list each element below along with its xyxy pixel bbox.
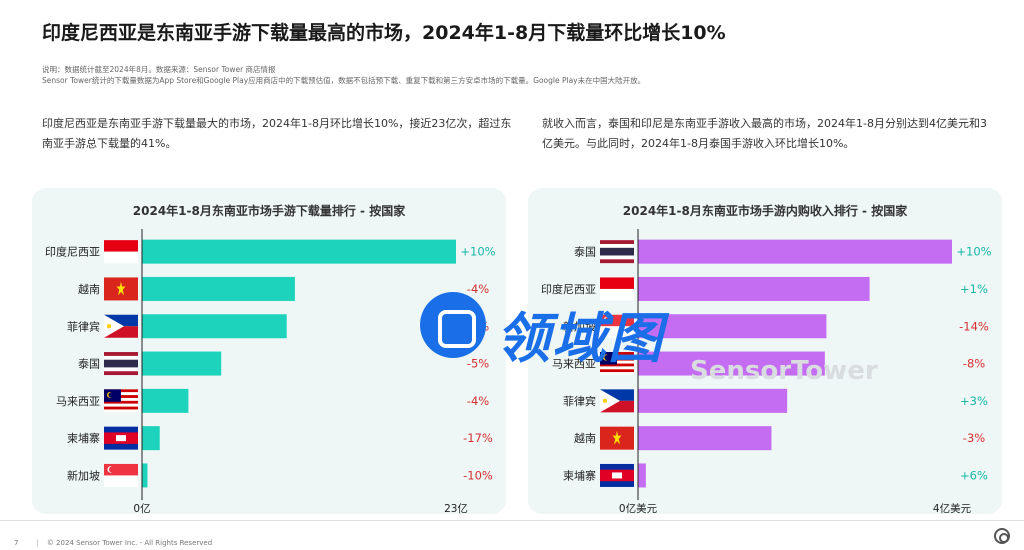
- footer-divider: [0, 520, 1024, 521]
- revenue-chart-panel: 2024年1-8月东南亚市场手游内购收入排行 - 按国家 泰国 +10% 印度尼西亚…: [528, 188, 1002, 514]
- revenue-category-label: 印度尼西亚: [541, 282, 596, 296]
- revenue-category-label: 泰国: [574, 245, 596, 259]
- summary-downloads: 印度尼西亚是东南亚手游下载量最大的市场，2024年1-8月环比增长10%，接近2…: [42, 117, 512, 150]
- vietnam-flag: [104, 277, 138, 301]
- revenue-bar: [638, 463, 646, 488]
- revenue-change-label: -8%: [963, 357, 985, 371]
- notes-line-1: 说明：数据统计截至2024年8月。数据来源：Sensor Tower 商店情报: [42, 65, 276, 74]
- footer: 7 | © 2024 Sensor Tower Inc. - All Rights …: [14, 539, 213, 547]
- notes-line-2: Sensor Tower统计的下载量数据为App Store和Google Pl…: [42, 76, 646, 85]
- page-title: 印度尼西亚是东南亚手游下载量最高的市场，2024年1-8月下载量环比增长10%: [42, 22, 726, 44]
- malaysia-flag: [600, 352, 634, 376]
- page-number: 7: [14, 539, 19, 547]
- downloads-change-label: -4%: [467, 394, 489, 408]
- downloads-category-label: 泰国: [78, 357, 100, 371]
- malaysia-flag: [104, 389, 138, 413]
- philippines-flag: [600, 389, 634, 413]
- copyright: © 2024 Sensor Tower Inc. - All Rights Re…: [46, 539, 213, 547]
- revenue-change-label: +6%: [960, 468, 988, 482]
- downloads-bar: [142, 351, 222, 376]
- downloads-bar: [142, 239, 456, 264]
- summary-revenue: 就收入而言，泰国和印尼是东南亚手游收入最高的市场，2024年1-8月分别达到4亿…: [542, 117, 987, 150]
- revenue-change-label: +10%: [956, 245, 991, 259]
- cambodia-flag: [104, 426, 138, 450]
- indonesia-flag: [104, 240, 138, 264]
- downloads-category-label: 越南: [78, 282, 100, 296]
- revenue-change-label: -3%: [963, 431, 985, 445]
- revenue-category-label: 菲律宾: [563, 394, 596, 408]
- revenue-bar: [638, 276, 870, 301]
- philippines-flag: [104, 314, 138, 338]
- revenue-bar: [638, 426, 772, 451]
- thailand-flag: [600, 240, 634, 264]
- revenue-change-label: +1%: [960, 282, 988, 296]
- downloads-bar: [142, 426, 160, 451]
- revenue-category-label: 柬埔寨: [563, 468, 596, 482]
- revenue-change-label: +3%: [960, 394, 988, 408]
- downloads-change-label: +10%: [460, 245, 495, 259]
- notes: 说明：数据统计截至2024年8月。数据来源：Sensor Tower 商店情报 …: [42, 64, 645, 86]
- downloads-bar: [142, 388, 189, 413]
- revenue-bar: [638, 388, 788, 413]
- indonesia-flag: [600, 277, 634, 301]
- revenue-chart-title: 2024年1-8月东南亚市场手游内购收入排行 - 按国家: [622, 204, 908, 218]
- thailand-flag: [104, 352, 138, 376]
- revenue-bar: [638, 239, 952, 264]
- downloads-axis-min-label: 0亿: [133, 502, 150, 514]
- downloads-change-label: -5%: [467, 357, 489, 371]
- revenue-axis-max-label: 4亿美元: [933, 502, 972, 514]
- vietnam-flag: [600, 426, 634, 450]
- watermark-logo-icon: [420, 292, 486, 358]
- revenue-category-label: 新加坡: [563, 319, 596, 333]
- brand-watermark: 领域图: [420, 292, 720, 370]
- downloads-category-label: 菲律宾: [67, 319, 100, 333]
- downloads-bar: [142, 276, 295, 301]
- downloads-category-label: 新加坡: [67, 468, 100, 482]
- downloads-chart-title: 2024年1-8月东南亚市场手游下载量排行 - 按国家: [132, 204, 406, 218]
- downloads-change-label: -10%: [463, 468, 493, 482]
- singapore-flag: [600, 314, 634, 338]
- cambodia-flag: [600, 463, 634, 487]
- singapore-flag: [104, 463, 138, 487]
- revenue-category-label: 马来西亚: [552, 358, 596, 371]
- downloads-category-label: 印度尼西亚: [45, 245, 100, 259]
- revenue-axis-min-label: 0亿美元: [619, 502, 658, 514]
- downloads-bar: [142, 314, 287, 339]
- downloads-bar: [142, 463, 148, 488]
- sensortower-watermark: SensorTower: [690, 356, 878, 386]
- downloads-axis-max-label: 23亿: [444, 502, 468, 514]
- revenue-bar: [638, 351, 825, 376]
- watermark-text: 领域图: [496, 307, 664, 370]
- sensortower-logo-icon: [994, 528, 1010, 544]
- revenue-category-label: 越南: [574, 431, 596, 445]
- downloads-chart-panel: 2024年1-8月东南亚市场手游下载量排行 - 按国家 印度尼西亚 +10% 越南 -…: [32, 188, 506, 514]
- downloads-category-label: 马来西亚: [56, 395, 100, 408]
- downloads-category-label: 柬埔寨: [67, 431, 100, 445]
- downloads-change-label: -4%: [467, 282, 489, 296]
- downloads-bar-chart: 印度尼西亚+10%越南-4%菲律宾-3%泰国-5%马来西亚-4%柬埔寨-17%新…: [45, 229, 496, 514]
- revenue-bar: [638, 314, 827, 339]
- revenue-change-label: -14%: [959, 319, 989, 333]
- revenue-bar-chart: 泰国 +10% 印度尼西亚 +1% 新加坡 -14% 马来西亚 -8% 菲律宾 +3% 越南 -3% 柬…: [541, 229, 992, 514]
- downloads-change-label: -17%: [463, 431, 493, 445]
